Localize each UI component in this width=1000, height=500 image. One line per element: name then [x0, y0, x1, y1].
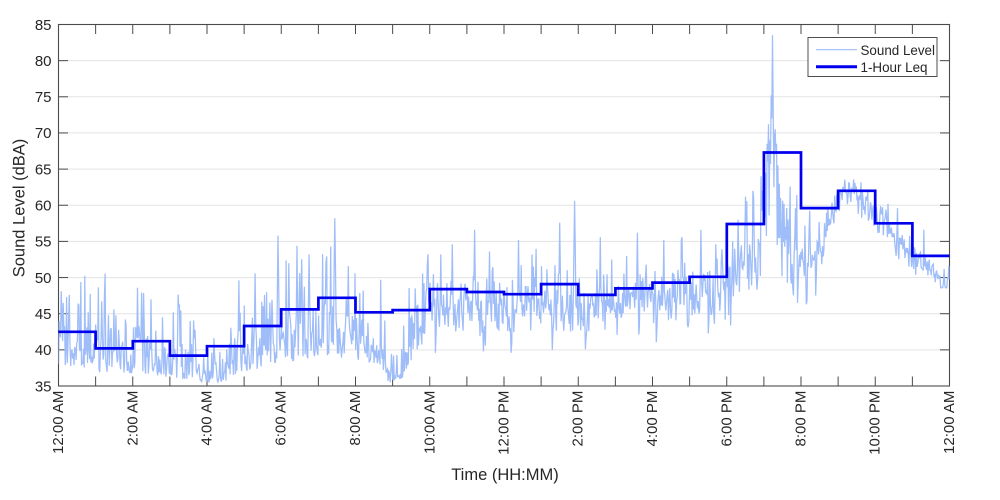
svg-text:45: 45: [35, 306, 52, 323]
svg-text:40: 40: [35, 342, 52, 359]
svg-text:6:00 AM: 6:00 AM: [273, 391, 290, 446]
svg-text:70: 70: [35, 125, 52, 142]
svg-text:10:00 AM: 10:00 AM: [421, 391, 438, 454]
svg-text:Sound Level: Sound Level: [861, 43, 935, 58]
svg-text:Sound Level (dBA): Sound Level (dBA): [11, 139, 29, 278]
svg-text:8:00 AM: 8:00 AM: [347, 391, 364, 446]
svg-text:55: 55: [35, 234, 52, 251]
svg-text:12:00 PM: 12:00 PM: [496, 391, 513, 455]
svg-text:35: 35: [35, 378, 52, 395]
svg-text:8:00 PM: 8:00 PM: [793, 391, 810, 447]
svg-text:4:00 PM: 4:00 PM: [644, 391, 661, 447]
svg-text:60: 60: [35, 198, 52, 215]
svg-text:80: 80: [35, 53, 52, 70]
svg-text:75: 75: [35, 89, 52, 106]
svg-text:12:00 AM: 12:00 AM: [941, 391, 958, 454]
svg-text:2:00 AM: 2:00 AM: [124, 391, 141, 446]
svg-text:50: 50: [35, 270, 52, 287]
svg-text:10:00 PM: 10:00 PM: [867, 391, 884, 455]
svg-text:1-Hour Leq: 1-Hour Leq: [861, 60, 928, 75]
svg-text:12:00 AM: 12:00 AM: [50, 391, 67, 454]
svg-text:6:00 PM: 6:00 PM: [718, 391, 735, 447]
svg-text:65: 65: [35, 161, 52, 178]
svg-text:4:00 AM: 4:00 AM: [199, 391, 216, 446]
svg-text:85: 85: [35, 17, 52, 34]
svg-text:2:00 PM: 2:00 PM: [570, 391, 587, 447]
svg-text:Time (HH:MM): Time (HH:MM): [451, 466, 559, 484]
